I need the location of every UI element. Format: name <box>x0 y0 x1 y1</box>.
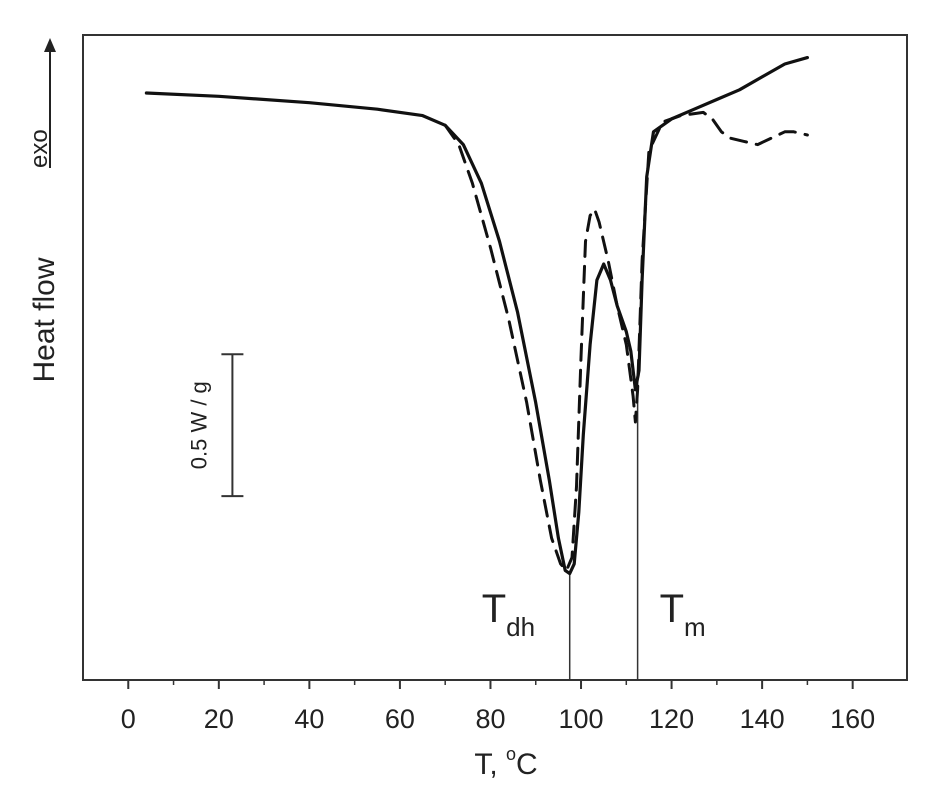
marker-label-sub: dh <box>506 612 535 642</box>
exo-label: exo <box>26 129 53 168</box>
x-axis-title-base: T, <box>474 748 506 781</box>
x-tick-label: 0 <box>121 704 136 734</box>
scale-bar-label: 0.5 W / g <box>186 381 211 469</box>
x-axis-title-unit: C <box>516 748 538 781</box>
x-tick-label: 20 <box>204 704 234 734</box>
marker-label-dh: Tdh <box>482 587 535 642</box>
series-line-solid <box>144 56 809 576</box>
annotation-markers: Tdh Tm <box>482 370 706 680</box>
series-group <box>144 56 809 576</box>
x-axis-title: T, oC <box>474 744 537 781</box>
exo-arrow-group: exo <box>26 38 56 168</box>
x-tick-label: 80 <box>475 704 505 734</box>
marker-label-base: T <box>482 587 506 631</box>
x-tick-label: 100 <box>558 704 603 734</box>
marker-label-m: Tm <box>660 587 706 642</box>
x-tick-label: 60 <box>385 704 415 734</box>
series-line-dashed <box>443 110 809 572</box>
x-tick-label: 120 <box>649 704 694 734</box>
x-axis-title-degree: o <box>506 744 516 764</box>
x-tick-label: 40 <box>294 704 324 734</box>
marker-label-base: T <box>660 587 684 631</box>
marker-label-sub: m <box>684 612 706 642</box>
y-axis-title: Heat flow <box>28 257 61 382</box>
x-axis-ticks: 0 20 40 60 80 100 120 140 160 <box>121 680 875 734</box>
plot-frame <box>82 34 908 681</box>
scale-bar: 0.5 W / g <box>186 353 244 498</box>
x-tick-label: 140 <box>740 704 785 734</box>
exo-arrow-head-icon <box>44 38 56 52</box>
x-tick-label: 160 <box>830 704 875 734</box>
